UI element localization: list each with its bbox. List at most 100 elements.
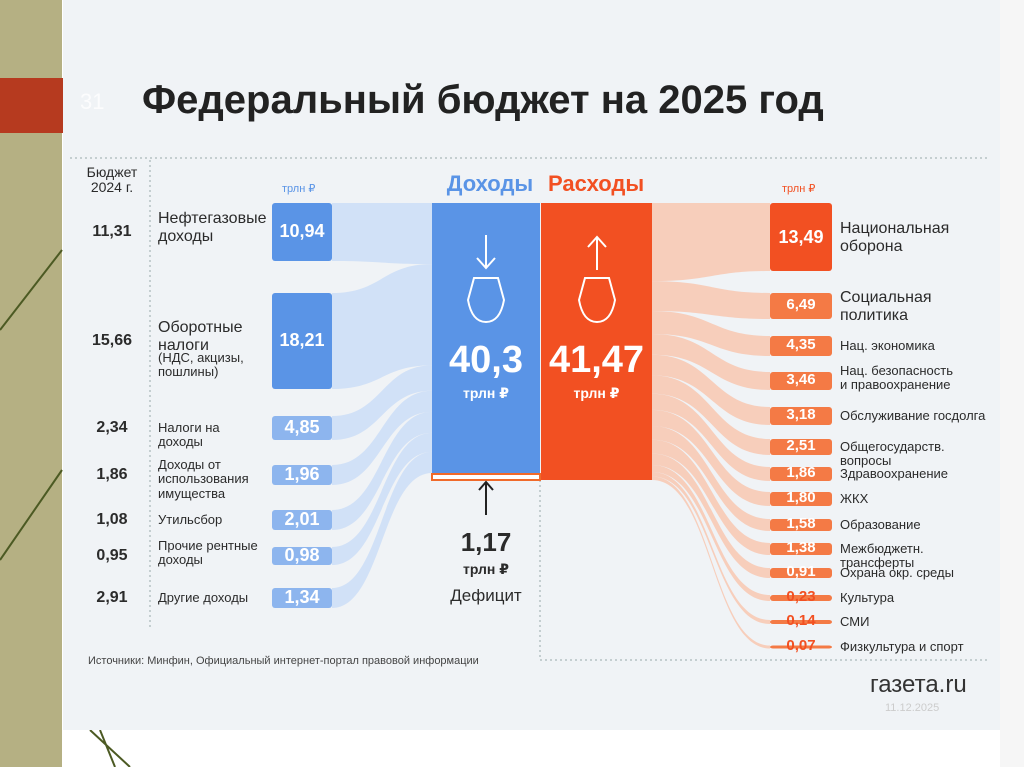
expense-box [770,467,832,481]
expense-label: Охрана окр. среды [840,565,954,580]
income-box [272,465,332,485]
income-label: Прочие рентные доходы [158,538,258,568]
expense-flow [652,393,770,481]
expense-label: Нац. безопасность и правоохранение [840,363,953,393]
income-label: Оборотные налоги [158,319,243,354]
expense-value: 0,23 [786,588,816,605]
title: Федеральный бюджет на 2025 год [142,78,824,122]
income-value: 2,01 [284,509,320,529]
income-box [272,416,332,440]
prev-value: 15,66 [91,332,133,349]
expense-flow [652,354,770,425]
expense-total: 41,47 [548,339,645,381]
expense-flow [652,425,770,531]
expense-value: 1,86 [786,464,816,481]
income-value: 0,98 [284,545,320,565]
expense-box [770,519,832,531]
prev-header: Бюджет 2024 г. [86,164,138,196]
expense-label: Общегосударств. вопросы [840,439,945,469]
prev-value: 1,86 [96,466,128,483]
pot-icon [466,277,506,324]
expense-flow [652,281,770,319]
expense-box [770,439,832,455]
source: Источники: Минфин, Официальный интернет-… [88,655,479,667]
unit-header: трлн ₽ [782,183,816,195]
income-value: 18,21 [279,330,325,350]
income-flow [332,451,432,608]
expense-value: 1,58 [786,515,816,532]
expense-value: 1,38 [786,539,816,556]
income-value: 1,34 [284,587,320,607]
income-flow [332,432,432,565]
expense-flow [652,453,770,578]
prev-value: 2,91 [96,589,128,606]
expense-title: Расходы [548,171,645,196]
prev-value: 11,31 [92,223,132,240]
prev-value: 0,95 [96,547,128,564]
slide-number: 31 [80,89,105,114]
right-margin [1000,0,1024,767]
icons [466,235,617,324]
income-value: 4,85 [284,417,320,437]
expense-label: ЖКХ [840,491,869,506]
income-box [272,293,332,389]
expense-box [770,568,832,578]
expense-flow [652,311,770,356]
income-flow [332,203,432,265]
pot-icon [577,277,617,324]
deficit-bar [431,473,541,481]
expense-label: СМИ [840,614,870,629]
expense-label: Обслуживание госдолга [840,408,986,423]
income-box [272,203,332,261]
deficit-value: 1,17 [460,527,512,557]
income-total-unit: трлн ₽ [462,385,510,401]
expense-box [770,645,832,649]
expense-box [770,203,832,271]
logo: газета.ru [870,671,967,698]
income-flow [332,365,432,440]
expense-label: Физкультура и спорт [840,639,964,654]
expense-flow [652,471,770,624]
deficit-label: Дефицит [450,586,522,605]
expense-box [770,595,832,601]
income-note: (НДС, акцизы, пошлины) [158,350,244,380]
income-box [272,588,332,608]
expense-box [770,620,832,624]
divider [539,480,990,661]
income-title: Доходы [446,171,534,196]
prev-value: 1,08 [96,511,128,528]
income-label: Налоги на доходы [158,420,220,450]
income-total: 40,3 [449,339,523,381]
deficit-arrow [478,480,494,515]
income-label: Нефтегазовые доходы [158,210,267,245]
income-label: Утильсбор [158,512,223,527]
expense-label: Образование [840,517,921,532]
expense-value: 13,49 [778,227,824,247]
expense-box [770,543,832,555]
expense-box [770,293,832,319]
expense-value: 2,51 [786,437,816,454]
prev-value: 2,34 [96,419,128,436]
expense-value: 4,35 [786,336,816,353]
expense-total-unit: трлн ₽ [573,385,620,401]
expense-box [770,372,832,390]
income-label: Другие доходы [158,590,249,605]
expense-flow [652,375,770,455]
expense-value: 0,14 [786,612,816,629]
expense-box [770,336,832,356]
expense-label: Национальная оборона [840,220,950,255]
income-box [272,510,332,530]
expense-flow [652,439,770,555]
income-box [272,547,332,565]
deficit-unit: трлн ₽ [462,561,510,577]
income-flow [332,264,432,389]
income-flow [332,390,432,485]
expense-value: 1,80 [786,489,816,506]
income-value: 1,96 [284,464,320,484]
expense-value: 0,07 [786,637,816,654]
expense-value: 3,46 [786,371,816,388]
expense-value: 3,18 [786,406,816,423]
expense-label: Социальная политика [840,289,932,324]
